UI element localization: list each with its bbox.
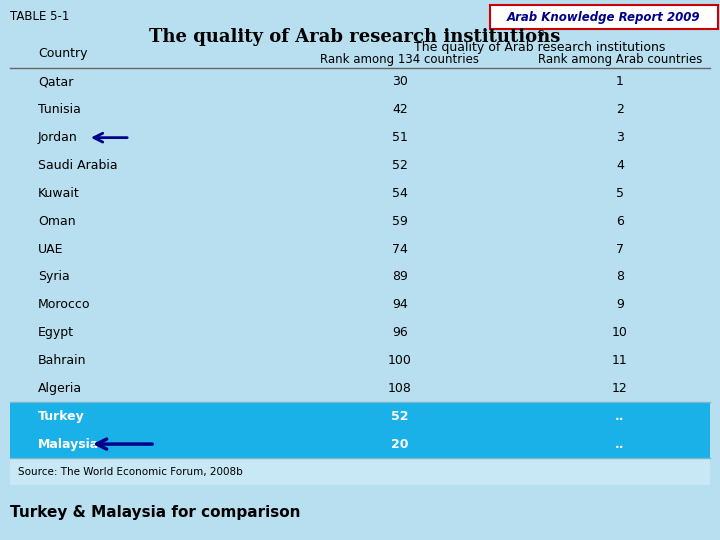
Text: TABLE 5-1: TABLE 5-1 <box>10 10 69 23</box>
Text: 89: 89 <box>392 271 408 284</box>
Text: 20: 20 <box>391 437 409 450</box>
Text: Source: The World Economic Forum, 2008b: Source: The World Economic Forum, 2008b <box>18 467 243 476</box>
Text: 8: 8 <box>616 271 624 284</box>
Text: Rank among Arab countries: Rank among Arab countries <box>538 53 702 66</box>
Text: Egypt: Egypt <box>38 326 74 339</box>
Bar <box>10 458 710 485</box>
Text: 12: 12 <box>612 382 628 395</box>
Text: 59: 59 <box>392 215 408 228</box>
Text: s: s <box>538 28 544 38</box>
Text: ..: .. <box>616 410 625 423</box>
Text: 4: 4 <box>616 159 624 172</box>
Text: Rank among 134 countries: Rank among 134 countries <box>320 53 480 66</box>
Text: 42: 42 <box>392 103 408 116</box>
Text: 6: 6 <box>616 215 624 228</box>
Bar <box>10 430 710 458</box>
Text: 94: 94 <box>392 298 408 311</box>
Bar <box>490 5 718 29</box>
Text: 11: 11 <box>612 354 628 367</box>
Text: Tunisia: Tunisia <box>38 103 81 116</box>
Text: UAE: UAE <box>38 242 63 255</box>
Text: Jordan: Jordan <box>38 131 78 144</box>
Text: 100: 100 <box>388 354 412 367</box>
Text: 52: 52 <box>392 159 408 172</box>
Text: 52: 52 <box>391 410 409 423</box>
Text: 9: 9 <box>616 298 624 311</box>
Text: 10: 10 <box>612 326 628 339</box>
Text: 2: 2 <box>616 103 624 116</box>
Text: Algeria: Algeria <box>38 382 82 395</box>
Text: Malaysia: Malaysia <box>38 437 99 450</box>
Text: 96: 96 <box>392 326 408 339</box>
Text: Country: Country <box>38 46 88 59</box>
Text: Morocco: Morocco <box>38 298 91 311</box>
Text: Oman: Oman <box>38 215 76 228</box>
Text: 5: 5 <box>616 187 624 200</box>
Text: Bahrain: Bahrain <box>38 354 86 367</box>
Text: 30: 30 <box>392 76 408 89</box>
Text: Qatar: Qatar <box>38 76 73 89</box>
Text: The quality of Arab research institutions: The quality of Arab research institution… <box>414 42 666 55</box>
Text: Arab Knowledge Report 2009: Arab Knowledge Report 2009 <box>508 10 701 24</box>
Text: The quality of Arab research institutions: The quality of Arab research institution… <box>149 28 561 46</box>
Text: 74: 74 <box>392 242 408 255</box>
Text: ..: .. <box>616 437 625 450</box>
Text: Turkey & Malaysia for comparison: Turkey & Malaysia for comparison <box>10 504 300 519</box>
Text: Kuwait: Kuwait <box>38 187 80 200</box>
Text: 3: 3 <box>616 131 624 144</box>
Text: 7: 7 <box>616 242 624 255</box>
Text: 1: 1 <box>616 76 624 89</box>
Text: 108: 108 <box>388 382 412 395</box>
Text: 54: 54 <box>392 187 408 200</box>
Text: Saudi Arabia: Saudi Arabia <box>38 159 117 172</box>
Text: Syria: Syria <box>38 271 70 284</box>
Text: 51: 51 <box>392 131 408 144</box>
Text: Turkey: Turkey <box>38 410 85 423</box>
Bar <box>10 402 710 430</box>
